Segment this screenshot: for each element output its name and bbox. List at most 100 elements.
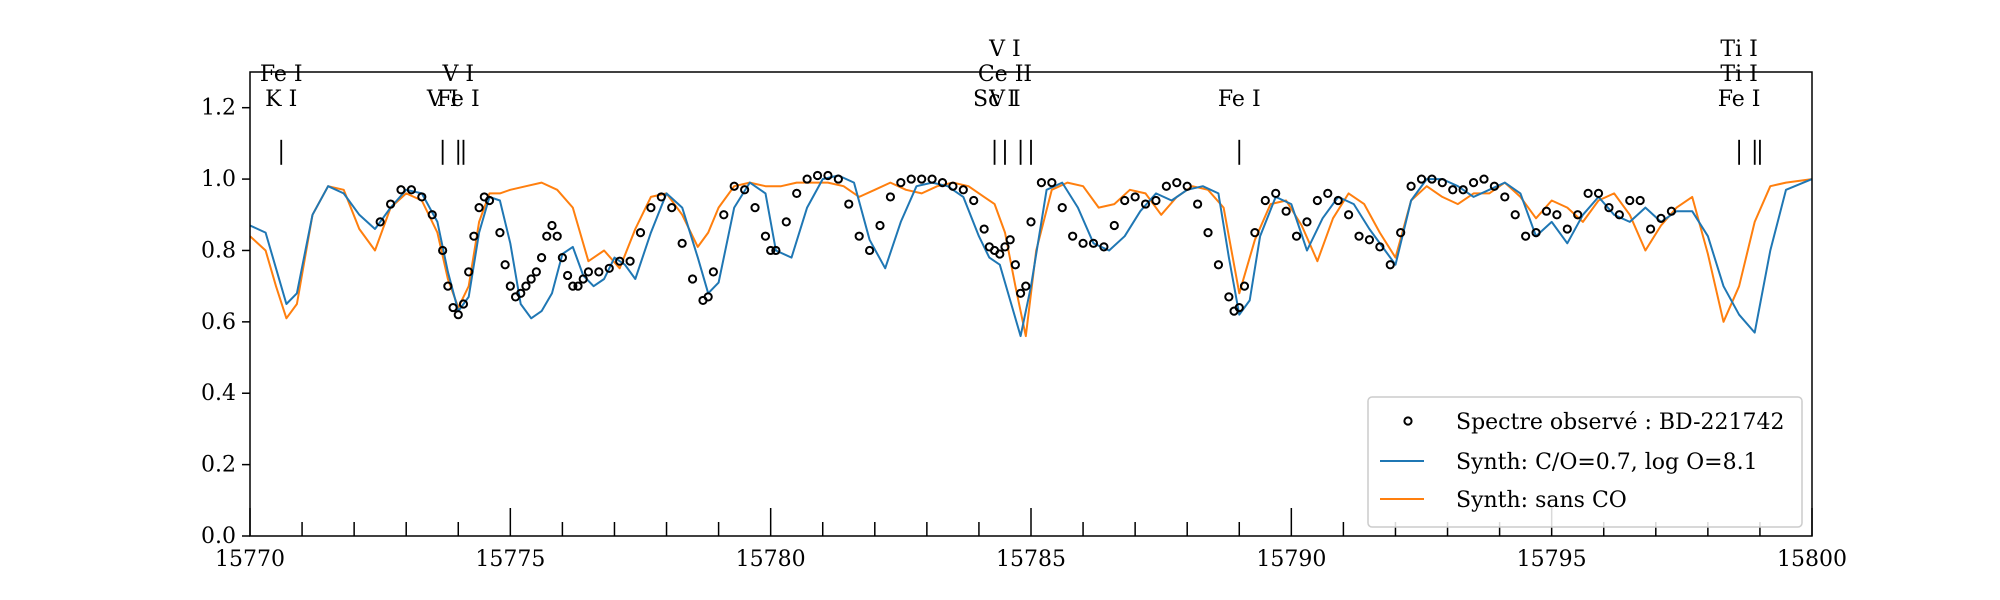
legend-marker-observed <box>1403 416 1413 426</box>
observed-point <box>453 310 463 320</box>
observed-point <box>1182 181 1192 191</box>
observed-point <box>885 192 896 202</box>
observed-point <box>474 203 484 213</box>
observed-point <box>1635 195 1645 206</box>
synth-co-line <box>249 174 1813 338</box>
observed-point <box>854 231 864 241</box>
observed-point <box>568 281 578 291</box>
observed-point <box>1323 188 1333 198</box>
line-id-label: Ti I <box>1720 37 1757 62</box>
line-id-label: Fe I <box>437 87 480 112</box>
observed-point <box>1015 288 1026 298</box>
observed-point <box>1593 188 1604 198</box>
observed-point <box>969 195 979 206</box>
observed-point <box>1583 188 1593 198</box>
series-synth-sans-co <box>249 178 1813 338</box>
observed-point <box>1500 192 1510 202</box>
legend-label: Synth: sans CO <box>1456 488 1627 513</box>
x-tick-label: 15785 <box>996 547 1066 572</box>
line-id-label: Ce II <box>978 62 1032 87</box>
observed-point <box>1250 228 1260 238</box>
observed-point <box>557 253 568 263</box>
observed-point <box>1344 210 1354 220</box>
observed-point <box>1234 302 1244 313</box>
x-tick-label: 15770 <box>215 547 285 572</box>
observed-point <box>760 231 771 241</box>
observed-point <box>615 256 625 266</box>
observed-point <box>1521 231 1531 241</box>
observed-point <box>469 231 479 241</box>
observed-point <box>500 260 510 270</box>
observed-point <box>1302 217 1312 227</box>
observed-point <box>1510 210 1520 220</box>
observed-point <box>1271 188 1281 198</box>
observed-point <box>1427 174 1437 184</box>
observed-point <box>1260 195 1270 206</box>
observed-point <box>505 281 515 291</box>
observed-point <box>536 253 547 263</box>
observed-point <box>1161 181 1171 191</box>
observed-point <box>1385 260 1395 270</box>
observed-point <box>1406 181 1416 191</box>
observed-point <box>516 288 526 298</box>
observed-point <box>781 217 791 227</box>
observed-point <box>458 299 469 309</box>
observed-point <box>906 174 916 184</box>
observed-point <box>1010 260 1020 270</box>
line-id-label: V I <box>441 62 474 87</box>
y-tick-label: 1.2 <box>201 96 236 121</box>
observed-point <box>917 174 927 184</box>
y-tick-label: 0.8 <box>201 238 236 263</box>
observed-point <box>646 203 656 213</box>
observed-point <box>1172 178 1182 188</box>
observed-point <box>1021 281 1031 291</box>
observed-point <box>823 170 833 181</box>
line-id-label: Fe I <box>260 62 303 87</box>
observed-point <box>792 188 802 198</box>
observed-point <box>896 178 906 188</box>
observed-point <box>1068 231 1078 241</box>
y-tick-label: 0.6 <box>201 310 236 335</box>
observed-point <box>427 210 437 220</box>
observed-point <box>1656 213 1666 223</box>
observed-point <box>1151 195 1161 206</box>
observed-point <box>1375 242 1385 252</box>
observed-point <box>740 185 750 195</box>
observed-point <box>448 302 458 313</box>
observed-point <box>1005 235 1015 245</box>
observed-point <box>1489 181 1499 191</box>
line-id-label: Fe I <box>1718 87 1761 112</box>
observed-point <box>979 224 989 234</box>
observed-point <box>396 185 406 195</box>
observed-point <box>1078 238 1088 248</box>
observed-point <box>375 217 385 227</box>
observed-point <box>750 203 760 213</box>
observed-point <box>563 270 573 281</box>
observed-point <box>635 228 646 238</box>
observed-point <box>677 238 687 248</box>
observed-point <box>526 274 536 284</box>
observed-point <box>844 199 854 209</box>
observed-point <box>687 274 698 284</box>
y-tick-label: 0.4 <box>201 381 236 406</box>
observed-point <box>1396 228 1406 238</box>
observed-point <box>1026 217 1036 227</box>
observed-point <box>1645 224 1656 234</box>
observed-point <box>948 181 958 191</box>
observed-point <box>417 192 427 202</box>
observed-point <box>958 185 968 195</box>
observed-point <box>1130 192 1140 202</box>
line-id-label: Fe I <box>1218 87 1261 112</box>
x-tick-label: 15775 <box>475 547 545 572</box>
observed-point <box>1531 228 1541 238</box>
observed-point <box>1099 242 1109 252</box>
series-synth-co <box>249 174 1813 338</box>
observed-point <box>703 292 713 302</box>
legend-label: Spectre observé : BD-221742 <box>1456 410 1785 435</box>
observed-point <box>1354 231 1364 241</box>
x-tick-label: 15795 <box>1517 547 1587 572</box>
line-identifications: K IFe IV IFe IV ISc IV ICe IIV IFe I Fe I… <box>260 37 1761 165</box>
observed-point <box>1562 224 1572 234</box>
observed-point <box>1213 260 1224 270</box>
